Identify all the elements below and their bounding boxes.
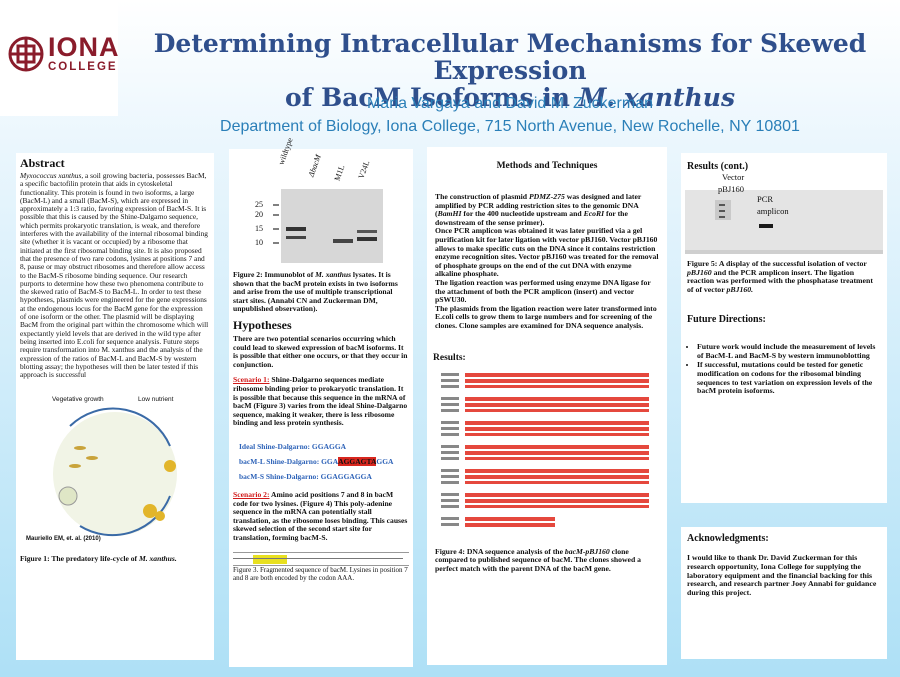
lifecycle-figure: Vegetative growth Low nutrient Mauriello…	[20, 386, 210, 552]
scenario-2-label: Scenario 2:	[233, 489, 270, 499]
fig5-caption-c: and the PCR amplicon insert. The ligatio…	[687, 267, 873, 294]
hypotheses-intro: There are two potential scenarios occurr…	[233, 333, 408, 369]
title-line-2: of BacM Isoforms in M. xanthus	[120, 84, 900, 111]
methods-p3: The ligation reaction was performed usin…	[435, 277, 651, 305]
iona-college-logo: IONA COLLEGE	[0, 0, 120, 116]
seq-bacm-l-suffix: GGA	[376, 456, 394, 466]
hypotheses-heading: Hypotheses	[233, 317, 292, 332]
immunoblot-image	[273, 189, 383, 263]
marker-15: 15	[255, 224, 263, 233]
fig4-caption-c: clone compared to published sequence of …	[435, 546, 642, 573]
abstract-text: Myxococcus xanthus, a soil growing bacte…	[16, 171, 214, 380]
fig1-caption-species: M. xanthus.	[138, 554, 177, 564]
methods-p1: The construction of plasmid PDMZ-275 was…	[427, 171, 667, 227]
fig2-caption-species: M. xanthus	[315, 270, 352, 279]
fig5-caption-vector: pBJ160	[687, 267, 712, 277]
scenario-1-text: Shine-Dalgarno sequences mediate ribosom…	[233, 375, 408, 428]
title-line-2-text: of BacM Isoforms in	[284, 83, 579, 112]
abstract-heading: Abstract	[20, 156, 65, 170]
figure4-caption: Figure 4: DNA sequence analysis of the b…	[427, 532, 667, 574]
methods-p1-a: The construction of plasmid	[435, 192, 529, 201]
seq-ideal: Ideal Shine-Dalgarno: GGAGGA	[239, 441, 347, 451]
future-directions-heading: Future Directions:	[687, 314, 766, 326]
label-low-nutrient: Low nutrient	[138, 396, 174, 404]
label-vegetative-growth: Vegetative growth	[52, 396, 104, 404]
figure1-caption: Figure 1: The predatory life-cycle of M.…	[16, 551, 214, 566]
logo-text-iona: IONA	[48, 32, 120, 62]
future-item: If successful, mutations could be tested…	[697, 360, 881, 396]
methods-p1-g: for the downstream of the sense primer).	[435, 209, 628, 227]
methods-p2: Once PCR amplicon was obtained it was la…	[435, 226, 659, 279]
methods-panel: Methods and Techniques The construction …	[427, 147, 667, 665]
abstract-panel: Abstract Myxococcus xanthus, a soil grow…	[16, 153, 214, 660]
methods-p1-c: was designed and later amplified by PCR …	[435, 192, 642, 219]
seq-bacm-l-prefix: bacM-L Shine-Dalgarno: GGA	[239, 456, 339, 466]
lifecycle-citation: Mauriello EM, et. al. (2010)	[26, 536, 101, 543]
acknowledgments-heading: Acknowledgments:	[687, 533, 769, 544]
scenario-2: Scenario 2: Amino acid positions 7 and 8…	[229, 481, 413, 545]
methods-p1-bamhi: BamHI	[437, 209, 462, 219]
marker-25: 25	[255, 200, 263, 209]
fig5-caption-vector-2: pBJ160.	[726, 284, 754, 294]
marker-10: 10	[255, 238, 263, 247]
future-item: Future work would include the measuremen…	[697, 343, 881, 361]
abstract-lead: Myxococcus xanthus	[20, 171, 82, 180]
gel-label-vector: Vector	[722, 172, 745, 182]
seq-bacm-l-highlight: AGGAGTA	[338, 456, 377, 466]
figure3-sequence	[233, 552, 409, 567]
gel-label-pbj160: pBJ160	[718, 184, 744, 194]
agarose-gel-image	[685, 190, 883, 254]
gel-label-pcr: PCR	[757, 194, 774, 204]
methods-p1-ecori: EcoRI	[583, 209, 605, 219]
celtic-knot-icon	[8, 36, 44, 72]
fig4-caption-clone: bacM-pBJ160	[564, 546, 610, 556]
gel-label-amplicon: amplicon	[757, 206, 789, 216]
figure3-caption: Figure 3. Fragmented sequence of bacM. L…	[233, 566, 408, 583]
authors: Maria Vargaya and David M. Zuckerman	[366, 95, 654, 112]
department: Department of Biology, Iona College, 715…	[220, 118, 800, 135]
seq-bacm-l: bacM-L Shine-Dalgarno: GGAAGGAGTAGGA	[229, 451, 413, 466]
sequence-ruler	[233, 558, 403, 560]
seq-bacm-s: bacM-S Shine-Dalgarno: GGAGGAGGA	[239, 471, 372, 481]
methods-p4: The plasmids from the ligation reaction …	[435, 303, 657, 330]
logo-text-college: COLLEGE	[48, 61, 118, 73]
title-line-1: Determining Intracellular Mechanisms for…	[153, 29, 867, 85]
fig1-caption-text: Figure 1: The predatory life-cycle of	[20, 554, 139, 564]
sequence-alignment-figure	[437, 367, 657, 532]
methods-heading: Methods and Techniques	[496, 161, 598, 171]
results-heading: Results:	[433, 352, 466, 363]
fig4-caption-a: Figure 4: DNA sequence analysis of the	[435, 546, 565, 556]
title-species: M. xanthus	[578, 83, 736, 112]
results-cont-panel: Results (cont.) Vector pBJ160 PCR amplic…	[681, 153, 887, 503]
scenario-1-label: Scenario 1:	[233, 375, 270, 385]
fig2-caption-c: lysates. It is shown that the bacM prote…	[233, 270, 398, 314]
acknowledgments-panel: Acknowledgments: I would like to thank D…	[681, 527, 887, 659]
results-cont-heading: Results (cont.)	[687, 161, 749, 172]
agarose-gel-figure: Vector pBJ160 PCR amplicon	[685, 172, 883, 258]
marker-20: 20	[255, 210, 263, 219]
scenario-2-text: Amino acid positions 7 and 8 in bacM cod…	[233, 489, 408, 542]
methods-p1-e: for the 400 nucleotide upstream and	[461, 209, 584, 219]
lifecycle-diagram	[53, 408, 177, 537]
scenario-1: Scenario 1: Shine-Dalgarno sequences med…	[229, 371, 413, 430]
blot-hypotheses-panel: wildtype ΔbacM M1L V24L 25 20 15 10 Figu…	[229, 137, 413, 667]
figure2-caption: Figure 2: Immunoblot of M. xanthus lysat…	[229, 269, 413, 316]
fig2-caption-a: Figure 2: Immunoblot of	[233, 270, 316, 279]
poster-title: Determining Intracellular Mechanisms for…	[120, 30, 900, 111]
immunoblot-figure: wildtype ΔbacM M1L V24L 25 20 15 10	[229, 137, 413, 269]
future-directions-list: Future work would include the measuremen…	[681, 343, 887, 396]
figure5-caption: Figure 5: A display of the successful is…	[681, 258, 887, 294]
methods-p1-plasmid: PDMZ-275	[528, 192, 565, 201]
fig5-caption-a: Figure 5: A display of the successful is…	[687, 259, 867, 268]
abstract-body: , a soil growing bacteria, possesses Bac…	[20, 171, 209, 380]
lysine-highlight	[253, 555, 287, 565]
acknowledgments-text: I would like to thank Dr. David Zuckerma…	[687, 553, 877, 598]
sequence-alignment-image	[441, 372, 649, 527]
